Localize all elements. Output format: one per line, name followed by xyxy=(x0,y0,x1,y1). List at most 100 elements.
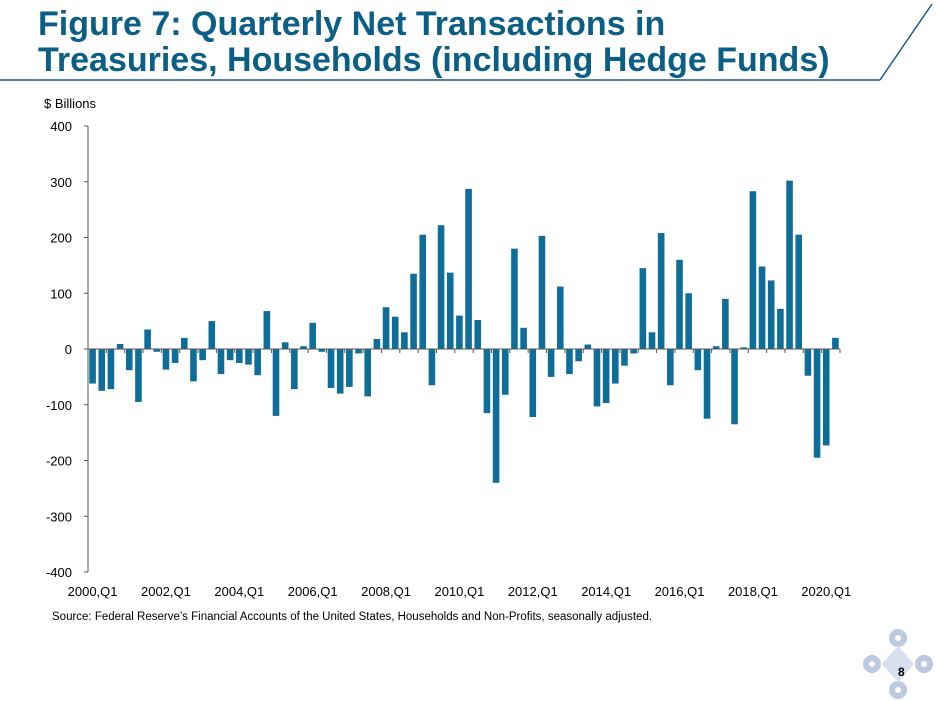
bar-2009Q4 xyxy=(446,272,454,349)
bar-2005Q3 xyxy=(291,349,298,390)
bar-2003Q2 xyxy=(208,321,216,350)
x-tick-label: 2014,Q1 xyxy=(581,584,631,599)
bar-2020Q1 xyxy=(822,349,830,446)
bar-2003Q1 xyxy=(199,349,206,361)
bar-2015Q3 xyxy=(657,233,665,349)
bar-2000Q4 xyxy=(116,343,124,349)
source-note: Source: Federal Reserve’s Financial Acco… xyxy=(52,611,653,623)
y-tick-label: -400 xyxy=(46,565,72,580)
bar-2004Q2 xyxy=(245,349,252,365)
bar-2002Q4 xyxy=(190,349,197,382)
bar-2000Q2 xyxy=(98,349,106,391)
y-tick-label: -200 xyxy=(46,454,72,469)
bar-2018Q4 xyxy=(777,308,784,349)
bar-2012Q1 xyxy=(529,349,537,418)
bar-2015Q2 xyxy=(648,332,656,349)
x-tick-label: 2016,Q1 xyxy=(655,584,705,599)
bar-2006Q1 xyxy=(309,322,316,349)
bar-2010Q4 xyxy=(483,349,491,414)
bar-2000Q3 xyxy=(107,349,115,390)
bar-2013Q3 xyxy=(584,344,592,349)
bar-2001Q2 xyxy=(135,349,142,402)
bar-2012Q3 xyxy=(547,349,555,377)
bar-2006Q3 xyxy=(327,349,335,389)
bar-2012Q4 xyxy=(556,286,564,349)
y-tick-label: 100 xyxy=(50,286,72,301)
bar-2009Q3 xyxy=(437,225,445,349)
bar-2005Q4 xyxy=(300,346,307,349)
bar-2000Q1 xyxy=(89,349,96,384)
bar-2007Q4 xyxy=(373,338,381,349)
bar-2019Q1 xyxy=(786,180,793,349)
bar-2004Q4 xyxy=(263,311,271,349)
bar-2016Q1 xyxy=(676,259,683,349)
bar-2016Q4 xyxy=(703,349,711,419)
x-tick-label: 2006,Q1 xyxy=(288,584,338,599)
bar-2001Q4 xyxy=(153,349,161,352)
bar-2008Q2 xyxy=(391,316,399,349)
bar-2009Q1 xyxy=(419,234,427,349)
bar-2010Q1 xyxy=(456,315,463,349)
bar-2016Q3 xyxy=(694,349,702,371)
bar-2018Q1 xyxy=(749,191,757,349)
x-tick-label: 2002,Q1 xyxy=(141,584,191,599)
bar-2014Q1 xyxy=(602,349,610,404)
bar-2019Q2 xyxy=(795,234,803,349)
fed-logo-icon xyxy=(863,629,933,699)
bar-2011Q2 xyxy=(501,349,509,395)
bar-2010Q3 xyxy=(474,320,482,349)
bar-2015Q1 xyxy=(639,268,647,349)
bar-2004Q1 xyxy=(236,349,243,363)
bar-2017Q2 xyxy=(722,298,729,349)
bar-2003Q4 xyxy=(226,349,234,361)
bar-2006Q2 xyxy=(318,349,326,352)
bar-2017Q3 xyxy=(731,349,738,425)
bar-2001Q1 xyxy=(125,349,133,371)
bar-2014Q4 xyxy=(630,349,637,354)
bar-2005Q1 xyxy=(272,349,280,416)
slide-title: Figure 7: Quarterly Net Transactions in … xyxy=(38,5,830,79)
bar-2011Q3 xyxy=(511,248,518,349)
x-tick-label: 2018,Q1 xyxy=(728,584,778,599)
bar-2010Q2 xyxy=(465,189,472,349)
bar-2019Q3 xyxy=(804,349,812,376)
header-rule xyxy=(0,3,933,81)
y-tick-label: 400 xyxy=(50,119,72,134)
bar-2019Q4 xyxy=(813,349,821,458)
y-axis: -400 -300 -200 -100 0 100 200 300 400 xyxy=(46,119,89,580)
x-tick-label: 2000,Q1 xyxy=(68,584,118,599)
bar-2014Q3 xyxy=(621,349,628,366)
bar-2011Q4 xyxy=(520,327,527,349)
bar-2015Q4 xyxy=(667,349,674,386)
bar-2018Q2 xyxy=(758,266,766,349)
bar-2003Q3 xyxy=(217,349,225,375)
x-tick-label: 2012,Q1 xyxy=(508,584,558,599)
bar-2011Q1 xyxy=(492,349,500,483)
bar-2012Q2 xyxy=(538,235,546,349)
y-tick-label: -100 xyxy=(46,398,72,413)
bar-2009Q2 xyxy=(428,349,436,386)
bar-2001Q3 xyxy=(144,329,151,349)
x-tick-label: 2008,Q1 xyxy=(361,584,411,599)
bar-2005Q2 xyxy=(281,342,289,349)
bar-2018Q3 xyxy=(767,280,775,349)
bar-2017Q4 xyxy=(740,347,748,349)
bar-2006Q4 xyxy=(336,349,344,394)
bar-2007Q1 xyxy=(346,349,353,387)
page-number: 8 xyxy=(898,665,905,679)
y-axis-label: $ Billions xyxy=(44,96,97,111)
y-tick-label: 300 xyxy=(50,175,72,190)
bar-2013Q4 xyxy=(593,349,601,407)
y-tick-label: 200 xyxy=(50,231,72,246)
bar-2014Q2 xyxy=(612,349,619,384)
bar-2002Q3 xyxy=(180,337,188,349)
bar-2002Q2 xyxy=(171,349,179,363)
x-tick-label: 2004,Q1 xyxy=(214,584,264,599)
bar-2007Q2 xyxy=(355,349,362,354)
bar-2017Q1 xyxy=(712,346,720,349)
y-tick-label: 0 xyxy=(65,342,72,357)
bar-2008Q1 xyxy=(382,307,390,349)
bars xyxy=(89,180,839,483)
bar-2020Q2 xyxy=(832,337,839,349)
